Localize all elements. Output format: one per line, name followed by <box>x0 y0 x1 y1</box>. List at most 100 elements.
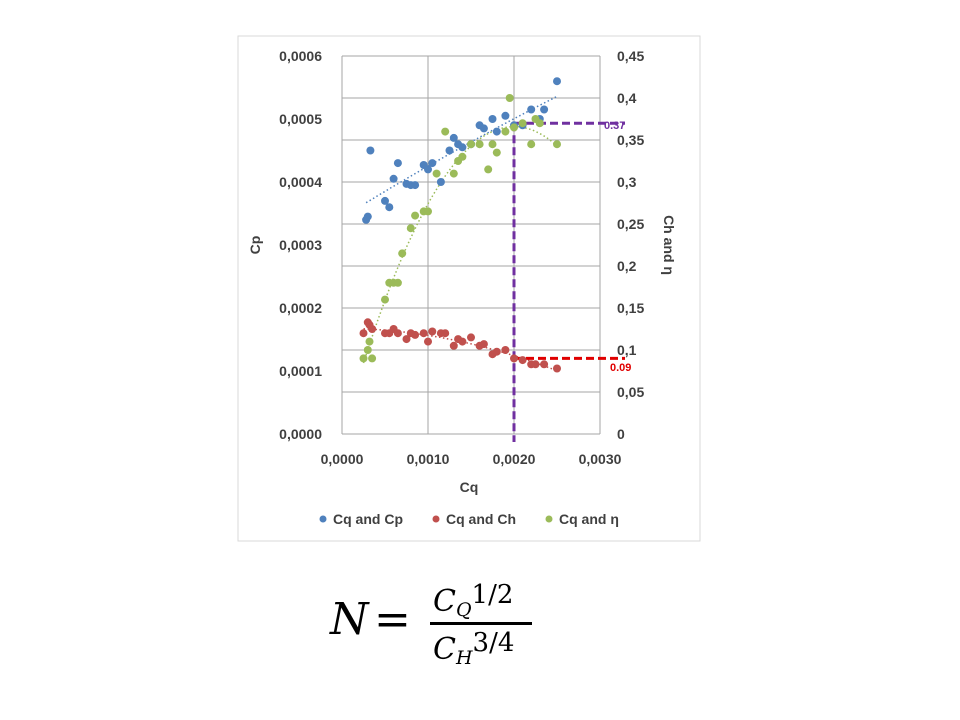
y-right-tick-label: 0,05 <box>617 384 644 400</box>
point-series-2 <box>492 148 501 157</box>
point-series-2 <box>510 123 518 132</box>
point-series-1 <box>518 356 527 365</box>
legend: Cq and Cp Cq and Ch Cq and η <box>319 511 619 527</box>
point-series-1 <box>540 360 549 369</box>
gridlines <box>341 55 601 435</box>
point-series-2 <box>484 165 493 174</box>
point-series-0 <box>445 146 454 155</box>
y-left-tick-label: 0,0001 <box>279 363 322 379</box>
point-series-2 <box>424 207 432 216</box>
y-right-tick-label: 0,35 <box>617 132 644 148</box>
tick-labels: 0,0000 0,0010 0,0020 0,0030 0 0,05 0,1 0,15 0,2 0… <box>279 48 644 467</box>
y-left-tick-label: 0,0006 <box>279 48 322 64</box>
formula-fraction-bar <box>430 622 532 625</box>
formula-num-sub: Q <box>455 599 472 621</box>
point-series-2 <box>398 249 407 258</box>
y-left-tick-label: 0,0002 <box>279 300 322 316</box>
point-series-0 <box>492 127 501 136</box>
point-series-2 <box>368 354 377 363</box>
trendline-series-0 <box>365 95 558 204</box>
point-series-0 <box>385 203 394 212</box>
y-right-tick-label: 0,25 <box>617 216 644 232</box>
point-series-1 <box>553 364 561 373</box>
point-series-1 <box>359 329 368 338</box>
point-series-1 <box>501 346 510 354</box>
point-series-2 <box>432 169 441 178</box>
point-series-2 <box>535 119 544 128</box>
point-series-0 <box>553 77 561 86</box>
legend-label-ch: Cq and Ch <box>446 511 516 527</box>
point-series-2 <box>501 127 510 136</box>
point-series-0 <box>424 165 432 174</box>
formula-den-sub: H <box>455 647 473 669</box>
formula-den-base: C <box>433 632 456 667</box>
point-series-1 <box>492 347 501 356</box>
point-series-2 <box>488 140 497 149</box>
point-series-0 <box>411 181 420 190</box>
chart-area-border <box>237 35 701 542</box>
point-series-2 <box>411 211 420 220</box>
formula: N = CQ1/2 CH3/4 <box>330 578 590 678</box>
point-series-2 <box>475 140 484 149</box>
point-series-1 <box>424 337 432 346</box>
annotation-label-037: 0.37 <box>604 120 625 132</box>
point-series-2 <box>406 224 415 233</box>
point-series-0 <box>479 124 488 133</box>
point-series-0 <box>540 105 549 114</box>
point-series-1 <box>419 329 428 338</box>
legend-marker-ch <box>432 515 440 523</box>
point-series-1 <box>402 335 411 344</box>
x-tick-label: 0,0030 <box>579 451 622 467</box>
point-series-1 <box>428 327 437 336</box>
point-series-1 <box>531 360 540 369</box>
point-series-2 <box>527 140 536 149</box>
x-axis-title: Cq <box>460 479 479 495</box>
point-series-1 <box>393 329 402 338</box>
point-series-2 <box>518 119 527 128</box>
y-right-tick-label: 0,4 <box>617 90 637 106</box>
legend-marker-cp <box>319 515 327 523</box>
formula-num-base: C <box>433 584 456 619</box>
point-series-1 <box>368 325 377 333</box>
point-series-0 <box>381 196 389 205</box>
annotation-lines <box>512 121 625 442</box>
formula-num-exp: 1/2 <box>471 580 514 610</box>
point-series-1 <box>411 330 420 339</box>
y-right-tick-label: 0,1 <box>617 342 637 358</box>
point-series-0 <box>449 133 458 142</box>
annotation-label-009: 0.09 <box>610 362 631 374</box>
point-series-1 <box>449 341 458 350</box>
point-series-1 <box>458 337 467 346</box>
point-series-1 <box>467 333 475 342</box>
formula-den-exp: 3/4 <box>472 628 515 658</box>
y-left-tick-label: 0,0005 <box>279 111 322 127</box>
point-series-2 <box>441 127 450 136</box>
point-series-0 <box>527 105 536 114</box>
legend-marker-eta <box>545 515 553 523</box>
y-left-tick-label: 0,0004 <box>279 174 322 190</box>
y-left-tick-label: 0,0000 <box>279 426 322 442</box>
point-series-1 <box>479 340 488 349</box>
point-series-0 <box>389 174 398 183</box>
point-series-2 <box>393 278 402 287</box>
x-tick-label: 0,0020 <box>493 451 536 467</box>
legend-label-cp: Cq and Cp <box>333 511 403 527</box>
point-series-2 <box>505 94 514 102</box>
formula-numerator: CQ1/2 <box>433 580 513 621</box>
y-right-tick-label: 0,45 <box>617 48 644 64</box>
point-series-2 <box>381 295 389 304</box>
legend-label-eta: Cq and η <box>559 511 619 527</box>
y-left-tick-label: 0,0003 <box>279 237 322 253</box>
data-points <box>359 77 561 373</box>
point-series-2 <box>359 354 368 363</box>
y-right-tick-label: 0,15 <box>617 300 644 316</box>
y-right-tick-label: 0 <box>617 426 625 442</box>
point-series-2 <box>363 346 372 354</box>
y-right-tick-label: 0,2 <box>617 258 637 274</box>
y-right-tick-label: 0,3 <box>617 174 637 190</box>
formula-equals: = <box>374 594 411 645</box>
point-series-1 <box>510 354 518 363</box>
point-series-0 <box>366 146 375 155</box>
y-left-axis-title: Cp <box>247 236 263 255</box>
